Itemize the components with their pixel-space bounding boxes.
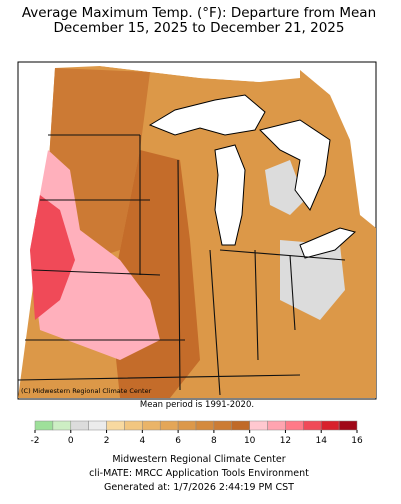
legend-tick-label: 8 (211, 436, 217, 446)
state-borders (17, 134, 346, 396)
legend-swatch (249, 420, 268, 431)
lake-michigan (214, 144, 246, 246)
legend-swatch (88, 420, 107, 431)
legend-swatch (195, 420, 215, 431)
legend-swatch (70, 420, 89, 431)
legend-tick-label: -2 (31, 436, 40, 446)
legend-tick-label: 14 (315, 436, 327, 446)
footer-line: Generated at: 1/7/2026 2:44:19 PM CST (104, 482, 294, 493)
legend-swatch (285, 420, 304, 431)
legend-swatch (142, 420, 161, 431)
map-title: Average Maximum Temp. (°F): Departure fr… (22, 5, 376, 21)
map-subtitle: December 15, 2025 to December 21, 2025 (54, 20, 345, 36)
legend-tick-label: 16 (351, 436, 363, 446)
legend-tick-label: 12 (280, 436, 291, 446)
legend-swatch (338, 420, 358, 431)
legend-tick-label: 6 (175, 436, 181, 446)
lake-erie (299, 227, 357, 259)
footer-line: cli-MATE: MRCC Application Tools Environ… (89, 468, 309, 479)
legend: -2 0 2 4 6 8 10 12 14 16 (31, 420, 363, 446)
legend-swatch (320, 420, 340, 431)
lake-huron (259, 119, 331, 211)
legend-tick-label: 2 (104, 436, 110, 446)
legend-tick-label: 10 (244, 436, 256, 446)
legend-tick-label: 0 (68, 436, 74, 446)
legend-swatch (231, 420, 250, 431)
legend-swatch (303, 420, 322, 431)
legend-swatch (159, 420, 179, 431)
legend-tick-label: 4 (139, 436, 145, 446)
canada (100, 66, 300, 82)
legend-swatch (34, 420, 54, 431)
map: (C) Midwestern Regional Climate Center (17, 61, 377, 400)
legend-swatch (106, 420, 125, 431)
pink-region (30, 150, 160, 360)
red-region (30, 195, 75, 320)
mean-note: Mean period is 1991-2020. (140, 400, 254, 410)
legend-swatch (267, 420, 286, 431)
legend-swatch (52, 420, 72, 431)
legend-swatch (124, 420, 143, 431)
legend-swatch (177, 420, 197, 431)
lake-superior (148, 94, 266, 136)
legend-swatch (213, 420, 233, 431)
gray-region (265, 160, 305, 215)
map-credit: (C) Midwestern Regional Climate Center (21, 387, 152, 395)
footer-line: Midwestern Regional Climate Center (112, 454, 285, 465)
gray-region (280, 240, 345, 320)
